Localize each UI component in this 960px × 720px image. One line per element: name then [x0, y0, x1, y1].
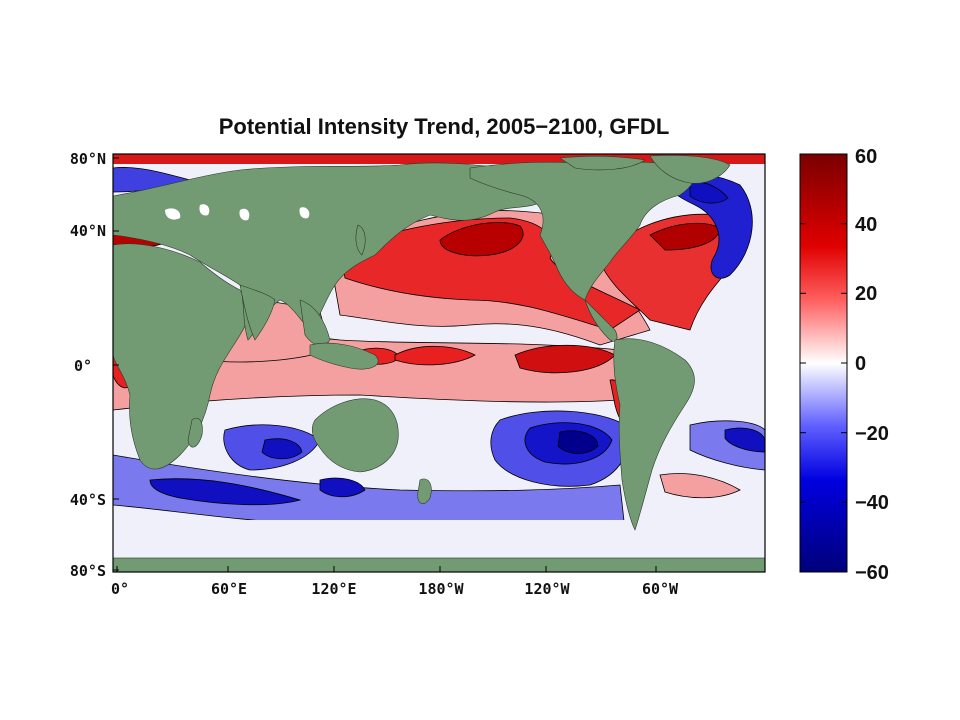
x-tick-180w: 180°W — [418, 580, 464, 598]
x-tick-120e: 120°E — [311, 580, 356, 598]
colorbar-label-0: 0 — [855, 353, 866, 375]
colorbar-label-neg20: −20 — [855, 423, 889, 445]
colorbar-label-60: 60 — [855, 146, 877, 168]
southern-ocean-strong-cool — [149, 478, 302, 506]
x-tick-60e: 60°E — [211, 580, 247, 598]
southeast-asia-land — [299, 299, 331, 346]
y-tick-40s: 40°S — [70, 491, 106, 509]
x-tick-0: 0° — [111, 580, 129, 598]
new-zealand-land — [417, 478, 432, 504]
maritime-continent-land — [309, 342, 379, 370]
madagascar-land — [187, 417, 203, 448]
south-indian-cool-core — [261, 438, 303, 460]
antarctic-neutral — [113, 520, 765, 560]
subpolar-cool-region — [689, 181, 729, 204]
x-tick-60w: 60°W — [642, 580, 679, 598]
equatorial-pacific-warm-2 — [394, 345, 476, 366]
x-axis-ticks — [116, 566, 657, 572]
colorbar-label-neg60: −60 — [855, 562, 889, 584]
colorbar-label-20: 20 — [855, 283, 877, 305]
y-tick-80n: 80°N — [70, 150, 106, 168]
southern-ocean-cool-2 — [319, 477, 366, 498]
y-tick-80s: 80°S — [70, 562, 106, 580]
south-pacific-cool-inner — [557, 430, 599, 454]
africa-land — [113, 243, 248, 470]
colorbar-gradient — [799, 153, 848, 573]
south-atlantic-warm-patch — [659, 473, 741, 499]
antarctica-land — [113, 557, 765, 572]
colorbar-label-40: 40 — [855, 214, 877, 236]
south-atlantic-cool-core — [724, 427, 765, 453]
north-atlantic-cool-region — [664, 172, 753, 279]
y-tick-40n: 40°N — [70, 222, 106, 240]
x-axis-labels: 0° 60°E 120°E 180°W 120°W 60°W — [111, 580, 679, 598]
india-land — [239, 284, 276, 341]
south-america-land — [613, 338, 695, 531]
eurasia-land — [113, 162, 549, 341]
x-tick-120w: 120°W — [524, 580, 570, 598]
australia-land — [311, 398, 399, 473]
north-pacific-core — [439, 222, 524, 257]
inland-lakes — [165, 204, 310, 221]
map-area — [113, 154, 765, 572]
map-title: Potential Intensity Trend, 2005−2100, GF… — [219, 114, 670, 139]
y-axis-ticks — [113, 157, 119, 571]
colorbar: 60 40 20 0 −20 −40 −60 — [799, 146, 889, 584]
map-frame — [112, 153, 766, 573]
y-axis-labels: 80°N 40°N 0° 40°S 80°S — [70, 150, 106, 580]
canadian-arctic-land — [559, 155, 646, 171]
colorbar-label-neg40: −40 — [855, 492, 889, 514]
colorbar-ticks — [800, 223, 847, 503]
y-tick-0: 0° — [74, 357, 92, 375]
japan-land — [355, 224, 366, 256]
arctic-warm-band — [113, 154, 765, 164]
greenland-land — [649, 155, 731, 184]
